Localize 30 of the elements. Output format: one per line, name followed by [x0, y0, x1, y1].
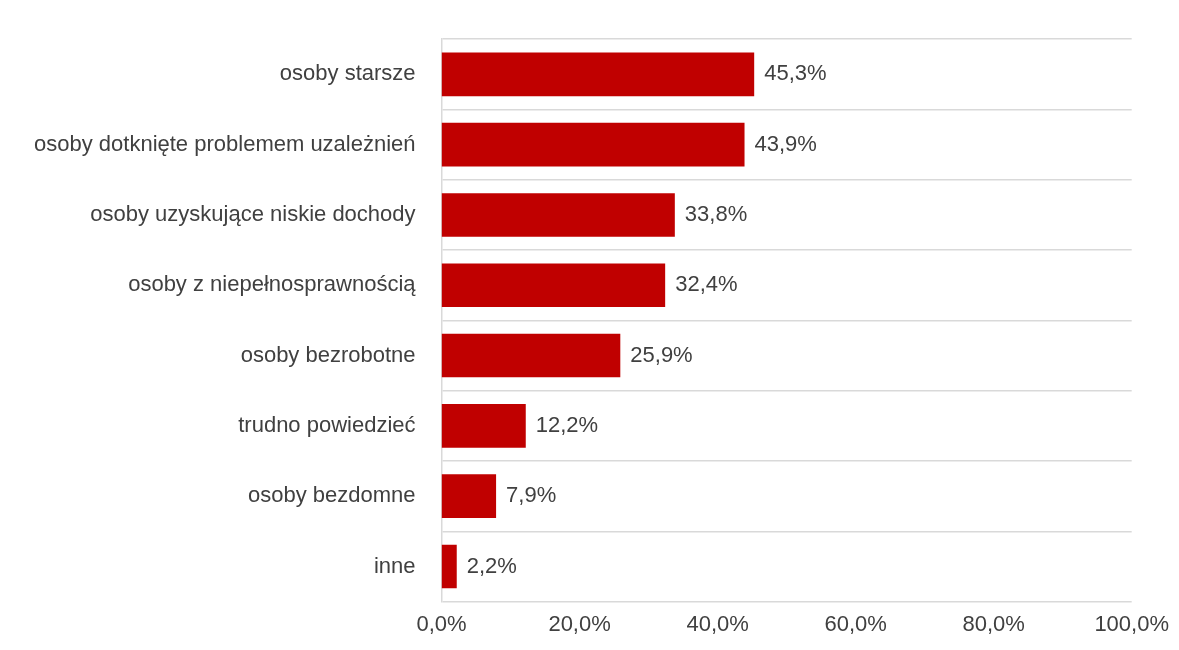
data-label: 12,2% — [535, 411, 599, 437]
x-tick-label: 100,0% — [1094, 610, 1169, 636]
y-tick-label: trudno powiedzieć — [238, 411, 416, 437]
x-tick-label: 20,0% — [548, 610, 611, 636]
data-label: 33,8% — [684, 201, 748, 227]
y-tick-label: inne — [373, 552, 416, 578]
y-tick-label: osoby z niepełnosprawnością — [128, 271, 417, 297]
data-label: 32,4% — [675, 271, 738, 297]
bar — [441, 333, 621, 378]
x-tick-label: 0,0% — [416, 610, 467, 636]
x-tick-label: 60,0% — [824, 610, 887, 636]
bar — [441, 193, 675, 237]
y-tick-label: osoby bezrobotne — [240, 341, 416, 367]
bar — [441, 474, 497, 518]
y-tick-label: osoby bezdomne — [248, 482, 416, 508]
bar — [441, 52, 755, 97]
data-label: 7,9% — [506, 482, 557, 508]
y-tick-label: osoby uzyskujące niskie dochody — [90, 201, 416, 227]
data-label: 45,3% — [764, 60, 827, 86]
bar — [441, 122, 745, 167]
data-label: 43,9% — [754, 130, 817, 156]
bar — [441, 263, 666, 308]
bar — [441, 544, 457, 589]
y-tick-label: osoby dotknięte problemem uzależnień — [34, 130, 416, 156]
y-tick-label: osoby starsze — [279, 60, 416, 86]
x-tick-label: 80,0% — [962, 610, 1025, 636]
data-label: 25,9% — [630, 341, 693, 367]
data-label: 2,2% — [466, 552, 517, 578]
bar — [441, 404, 526, 448]
x-tick-label: 40,0% — [686, 610, 749, 636]
